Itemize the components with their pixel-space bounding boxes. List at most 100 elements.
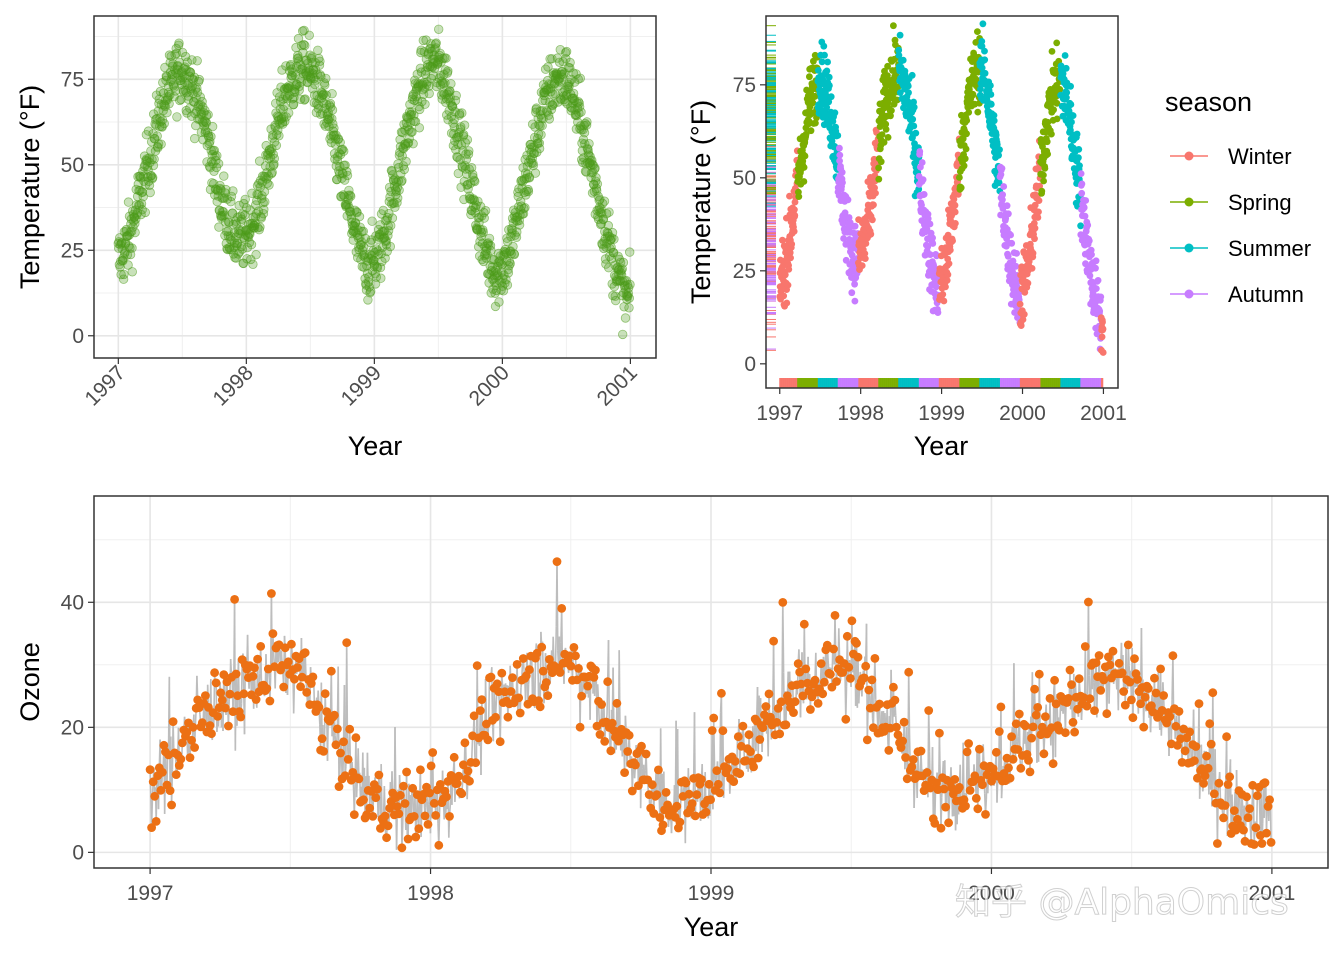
temperature-point bbox=[620, 313, 631, 323]
season-point bbox=[872, 189, 879, 197]
temperature-point bbox=[321, 90, 331, 100]
temperature-point bbox=[214, 222, 224, 232]
legend-title: season bbox=[1165, 87, 1252, 117]
temperature-point bbox=[194, 74, 205, 85]
season-point bbox=[882, 125, 890, 133]
season-point bbox=[974, 28, 981, 35]
season-point bbox=[851, 280, 858, 288]
temperature-point bbox=[440, 78, 450, 88]
temperature-point bbox=[288, 99, 299, 110]
season-point bbox=[1048, 130, 1055, 138]
temperature-point bbox=[213, 158, 224, 169]
temperature-point bbox=[315, 56, 325, 67]
season-point bbox=[807, 127, 815, 135]
temperature-point bbox=[240, 194, 250, 205]
temperature-point bbox=[259, 186, 270, 197]
ozone-segment bbox=[348, 729, 352, 770]
temperature-point bbox=[123, 260, 133, 270]
season-point bbox=[1008, 239, 1016, 247]
y-tick-label: 0 bbox=[744, 353, 756, 376]
ozone-segment bbox=[845, 686, 848, 720]
ozone-segment bbox=[345, 642, 349, 739]
season-point bbox=[1098, 333, 1106, 341]
temperature-point bbox=[376, 273, 386, 283]
season-point bbox=[785, 266, 793, 273]
temperature-point bbox=[246, 254, 256, 265]
temperature-point bbox=[342, 166, 352, 177]
temperature-point bbox=[609, 234, 619, 244]
season-point bbox=[963, 130, 970, 138]
x-axis-title: Year bbox=[914, 431, 969, 461]
season-point bbox=[1029, 249, 1037, 257]
season-point bbox=[960, 162, 968, 170]
season-point bbox=[890, 22, 897, 30]
season-point bbox=[957, 184, 965, 192]
season-point bbox=[823, 67, 831, 75]
season-point bbox=[998, 165, 1006, 172]
season-point bbox=[800, 164, 808, 171]
season-point bbox=[784, 281, 792, 289]
ozone-segment bbox=[838, 628, 841, 660]
temperature-point bbox=[367, 216, 377, 226]
temperature-point bbox=[624, 303, 634, 313]
temperature-point bbox=[259, 204, 269, 215]
temperature-point bbox=[159, 118, 169, 129]
legend-label: Autumn bbox=[1228, 282, 1304, 307]
season-point bbox=[1053, 39, 1061, 47]
temperature-point bbox=[383, 226, 394, 236]
season-point bbox=[987, 82, 994, 89]
temperature-point bbox=[256, 213, 267, 223]
season-point bbox=[1080, 204, 1088, 212]
season-point bbox=[1061, 52, 1069, 59]
season-point bbox=[934, 309, 942, 316]
season-point bbox=[831, 109, 839, 117]
ozone-segment bbox=[907, 672, 911, 734]
temperature-point bbox=[625, 247, 635, 257]
temperature-point bbox=[463, 149, 474, 159]
temperature-point bbox=[523, 186, 534, 197]
ozone-segment bbox=[487, 677, 491, 720]
temperature-point bbox=[366, 286, 376, 297]
season-point bbox=[910, 122, 918, 130]
ozone-segment bbox=[871, 679, 874, 719]
temperature-point bbox=[182, 57, 193, 67]
x-tick-label: 1999 bbox=[918, 402, 965, 425]
temperature-point bbox=[271, 140, 282, 151]
x-tick-label: 2001 bbox=[593, 361, 642, 410]
season-point bbox=[979, 20, 987, 28]
season-point bbox=[783, 299, 791, 307]
season-point bbox=[999, 191, 1006, 199]
season-point bbox=[806, 73, 813, 81]
season-point bbox=[951, 208, 959, 216]
temperature-point bbox=[269, 153, 280, 164]
temperature-point bbox=[358, 226, 369, 237]
season-point bbox=[1017, 322, 1025, 329]
season-point bbox=[981, 47, 988, 55]
ozone-segment bbox=[618, 650, 621, 731]
season-point bbox=[1007, 231, 1014, 239]
temperature-point bbox=[625, 279, 635, 290]
ozone-segment bbox=[556, 561, 559, 651]
season-point bbox=[888, 107, 895, 114]
temperature-point bbox=[599, 196, 610, 206]
season-point bbox=[909, 115, 917, 123]
season-point bbox=[1092, 257, 1100, 265]
temperature-point bbox=[293, 33, 304, 44]
temperature-point bbox=[378, 205, 389, 216]
temperature-point bbox=[584, 138, 594, 149]
y-tick-label: 50 bbox=[733, 167, 756, 190]
season-point bbox=[942, 283, 949, 291]
temperature-point bbox=[534, 143, 545, 154]
temperature-point bbox=[253, 206, 264, 216]
season-point bbox=[905, 89, 912, 97]
legend-label: Summer bbox=[1228, 236, 1311, 261]
temperature-point bbox=[457, 108, 467, 118]
temperature-point bbox=[514, 220, 525, 230]
ozone-segment bbox=[782, 602, 785, 673]
season-point bbox=[945, 260, 953, 267]
temperature-point bbox=[387, 213, 398, 223]
season-point bbox=[1013, 250, 1020, 257]
season-point bbox=[1016, 300, 1024, 308]
x-tick-label: 1998 bbox=[209, 361, 258, 410]
y-tick-label: 75 bbox=[61, 68, 84, 91]
